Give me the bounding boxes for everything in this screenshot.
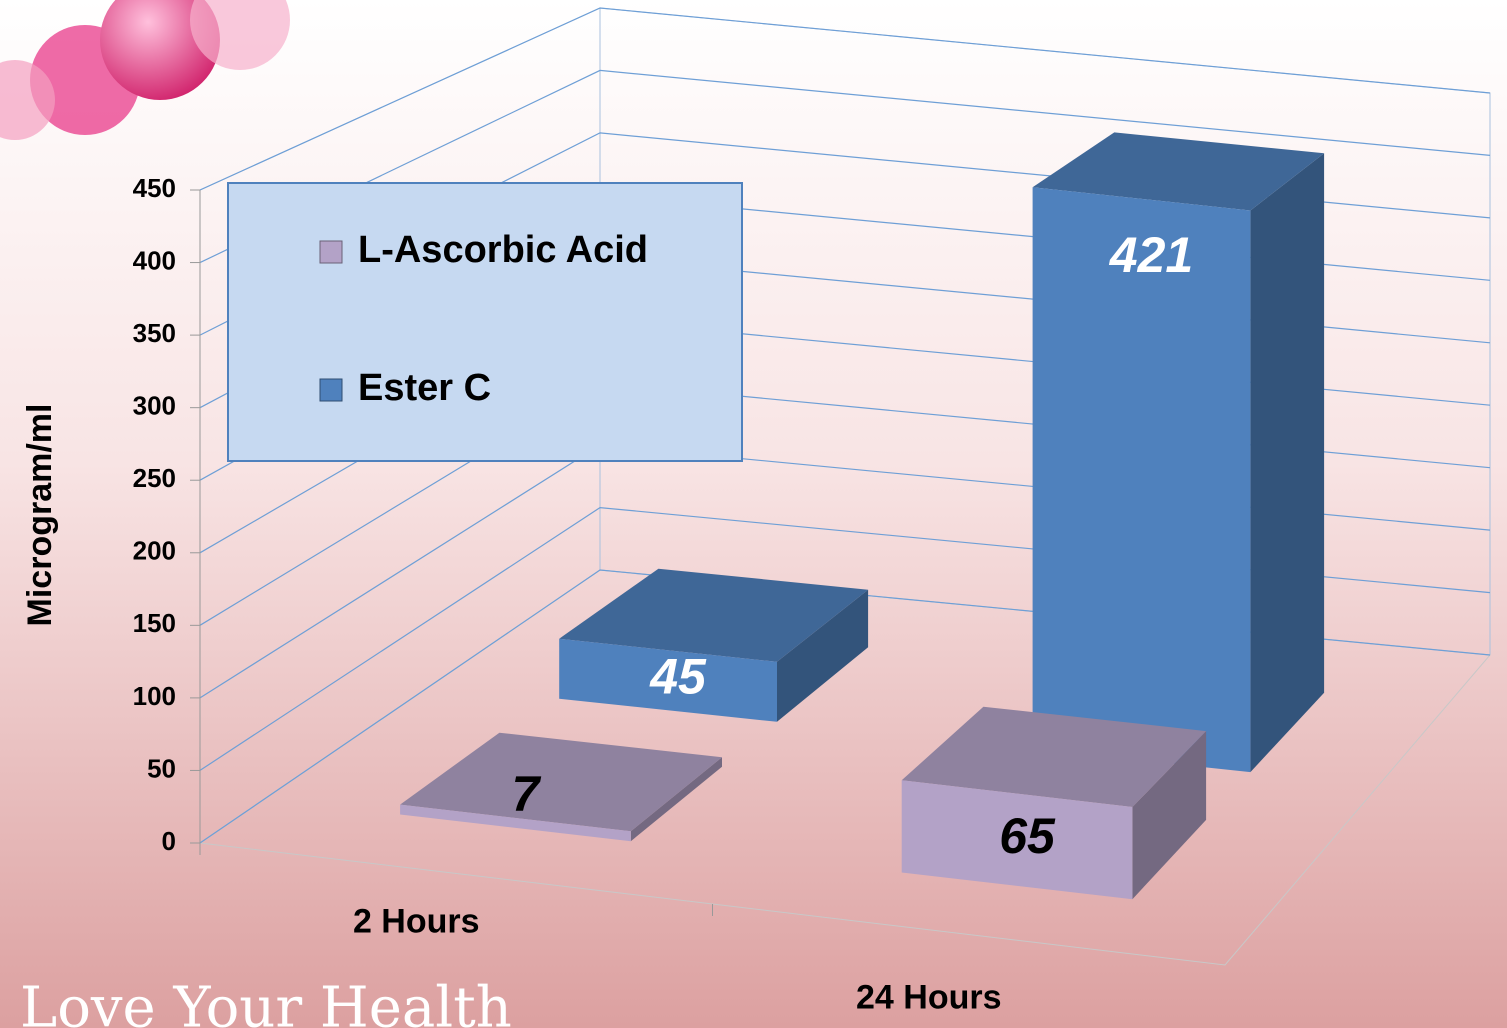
y-tick-label: 300 <box>133 391 176 421</box>
page: {"chart_data": {"type": "bar3d", "catego… <box>0 0 1507 1028</box>
bar-side <box>1250 153 1324 772</box>
legend-label: L-Ascorbic Acid <box>358 229 648 271</box>
x-tick-label: 2 Hours <box>353 902 480 940</box>
legend-swatch <box>320 379 342 401</box>
y-tick-label: 100 <box>133 681 176 711</box>
data-label: 7 <box>512 766 542 822</box>
x-tick-label: 24 Hours <box>856 978 1002 1016</box>
background-text: Love Your Health <box>20 976 512 1028</box>
legend-swatch <box>320 241 342 263</box>
chart: 45 421 7 65 L-Ascorbic Acid Ester C Microgra… <box>0 0 1507 1028</box>
y-tick-label: 250 <box>133 463 176 493</box>
y-tick-label: 200 <box>133 536 176 566</box>
y-tick-label: 0 <box>162 826 176 856</box>
y-tick-label: 400 <box>133 245 176 275</box>
legend-label: Ester C <box>358 367 491 409</box>
data-label: 45 <box>649 648 707 704</box>
data-label: 65 <box>999 808 1056 864</box>
y-tick-label: 450 <box>133 173 176 203</box>
y-tick-label: 150 <box>133 608 176 638</box>
legend <box>228 183 742 461</box>
y-tick-label: 50 <box>147 753 176 783</box>
y-tick-label: 350 <box>133 318 176 348</box>
y-axis-title: Microgram/ml <box>21 404 59 627</box>
data-label: 421 <box>1109 227 1193 283</box>
